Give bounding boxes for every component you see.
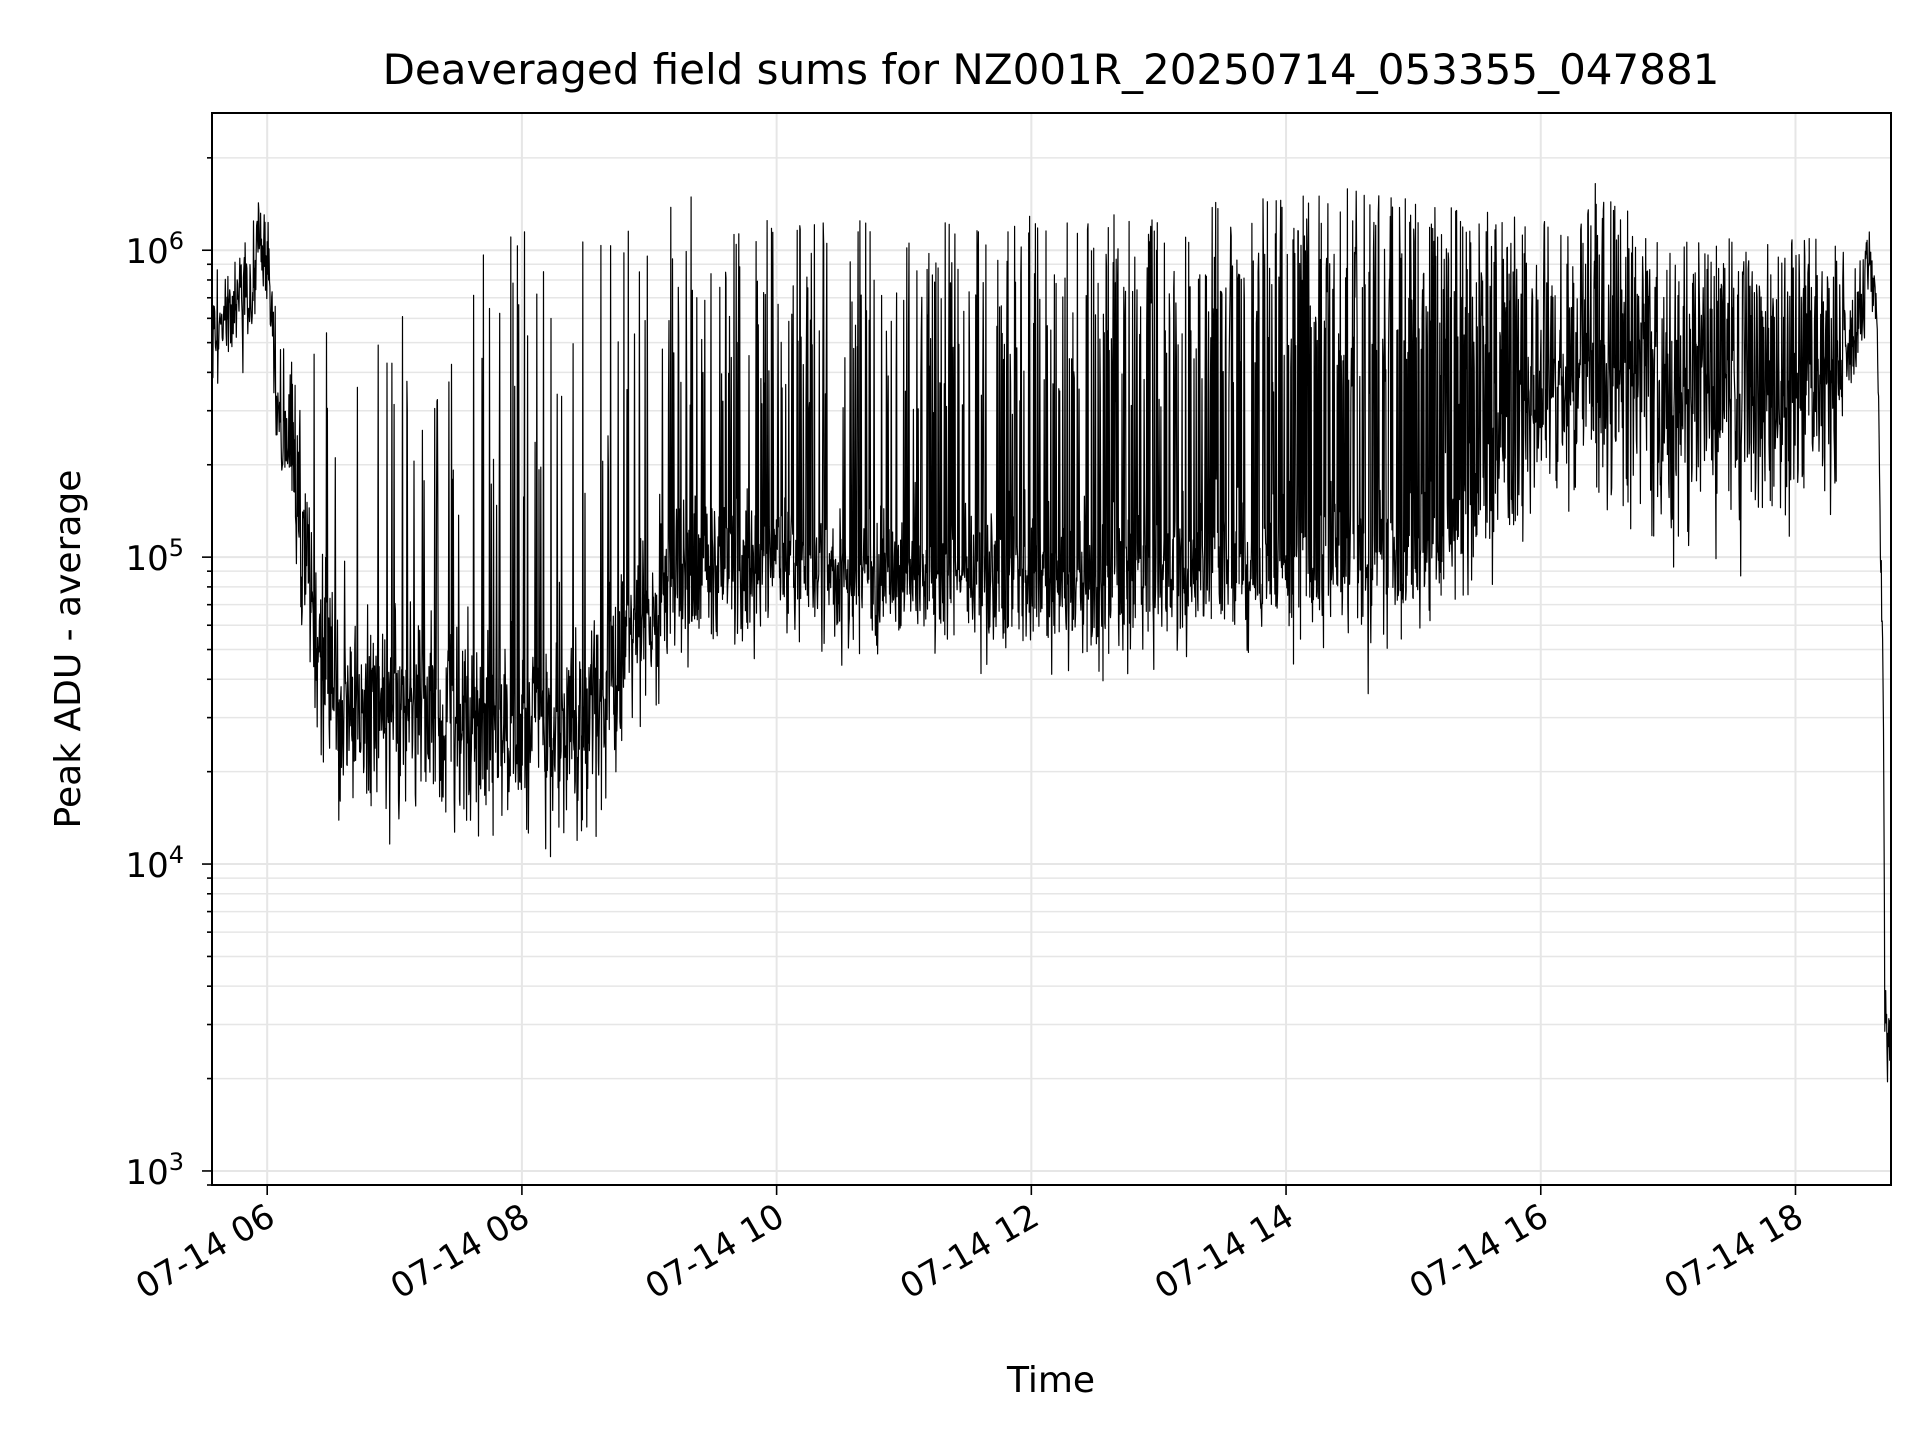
series-line xyxy=(211,183,1892,1083)
y-tick-label: 106 xyxy=(125,227,184,272)
chart-title: Deaveraged field sums for NZ001R_2025071… xyxy=(383,45,1720,94)
x-axis-label: Time xyxy=(1006,1360,1095,1401)
y-tick-label: 104 xyxy=(125,841,184,886)
y-axis-label: Peak ADU - average xyxy=(48,470,89,829)
series-lines xyxy=(211,183,1892,1083)
y-tick-label: 103 xyxy=(125,1148,184,1193)
y-tick-label: 105 xyxy=(125,534,184,579)
